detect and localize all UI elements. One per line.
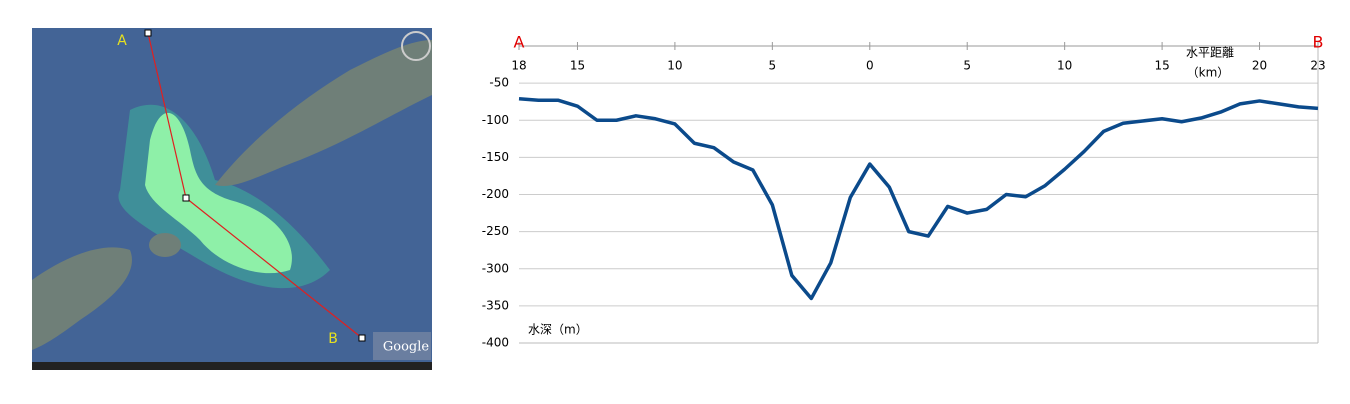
y-tick-label: -400 [482, 336, 509, 350]
x-axis-title: 水平距離 [1186, 46, 1234, 60]
y-tick-label: -100 [482, 113, 509, 127]
data-line [518, 96, 1319, 301]
label-a: A [514, 33, 525, 52]
islet [149, 233, 181, 257]
logo-box [373, 332, 431, 360]
marker-b [358, 334, 366, 342]
marker-mid [182, 194, 190, 202]
y-tick-label: -50 [489, 76, 509, 90]
x-tick-label: 5 [963, 59, 971, 73]
y-tick-label: -250 [482, 224, 509, 238]
x-tick-label: 5 [769, 59, 777, 73]
map-logo: Google [383, 340, 430, 355]
map-label-a: A [117, 33, 127, 49]
label-b: B [1313, 33, 1324, 52]
x-tick-label: 15 [1154, 59, 1169, 73]
compass [401, 31, 431, 61]
x-tick-label: 15 [570, 59, 585, 73]
island-south [32, 247, 132, 350]
x-tick-label: 0 [866, 59, 874, 73]
status-bar [32, 362, 432, 370]
y-tick-label: -200 [482, 187, 509, 201]
chart: 23201510505101518-50-100-150-200-250-300… [482, 33, 1326, 350]
x-tick-label: 18 [511, 59, 526, 73]
shallow [145, 112, 292, 274]
y-tick-label: -350 [482, 298, 509, 312]
x-tick-label: 20 [1252, 59, 1267, 73]
x-axis-unit: （km） [1187, 66, 1230, 80]
x-tick-label: 10 [667, 59, 682, 73]
x-tick-label: 10 [1057, 59, 1072, 73]
y-tick-label: -300 [482, 261, 509, 275]
marker-a [144, 29, 152, 37]
island-north [215, 40, 432, 186]
y-axis-title: 水深（m） [528, 323, 588, 337]
y-tick-label: -150 [482, 150, 509, 164]
map: A B Google [32, 28, 432, 370]
map-label-b: B [328, 331, 338, 347]
